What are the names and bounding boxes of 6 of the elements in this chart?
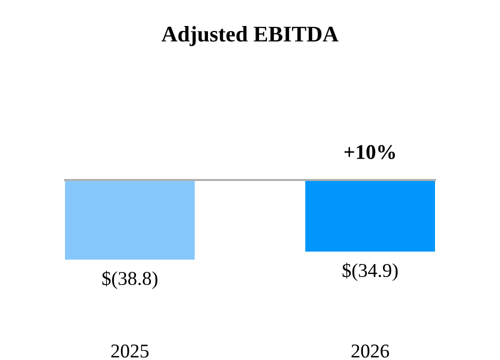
data-label: $(34.9) bbox=[342, 262, 398, 281]
text: +10% bbox=[344, 145, 395, 160]
x-tick-label: 2026 bbox=[352, 344, 389, 358]
x-tick-label: 2025 bbox=[111, 344, 149, 358]
chart-title: Adjusted EBITDA bbox=[162, 26, 338, 46]
data-label: $(38.8) bbox=[102, 270, 158, 289]
